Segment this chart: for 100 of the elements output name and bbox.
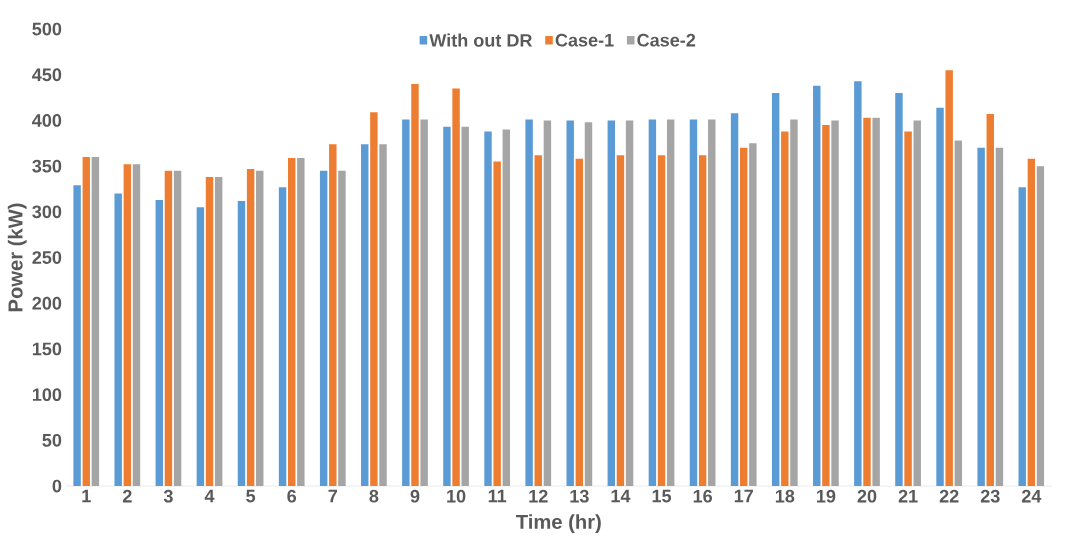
y-tick-label: 300: [32, 205, 62, 219]
bar: [287, 157, 296, 487]
bar: [666, 119, 675, 487]
bar: [954, 140, 963, 487]
x-tick-label: 7: [328, 489, 338, 503]
bar: [214, 177, 223, 487]
y-tick-label: 150: [32, 342, 62, 356]
bar: [246, 168, 255, 487]
legend-label: Case-2: [637, 33, 696, 47]
bar: [698, 155, 707, 487]
x-tick-label: 15: [652, 489, 672, 503]
x-tick-label: 3: [163, 489, 173, 503]
x-tick-label: 8: [369, 489, 379, 503]
x-tick-label: 21: [898, 489, 918, 503]
y-tick-label: 200: [32, 296, 62, 310]
x-tick-label: 14: [611, 489, 631, 503]
bar: [452, 88, 460, 487]
bar: [543, 120, 552, 487]
x-axis-title: Time (hr): [516, 514, 601, 534]
bar: [584, 122, 593, 487]
bar: [484, 131, 492, 487]
x-tick-label: 6: [287, 489, 297, 503]
bar: [831, 120, 839, 487]
bar: [749, 143, 757, 487]
x-tick-label: 5: [246, 489, 256, 503]
bar: [205, 177, 214, 487]
bar: [607, 120, 616, 487]
bar: [616, 155, 625, 487]
bar: [575, 158, 584, 487]
bar: [995, 147, 1004, 487]
bar: [525, 119, 533, 487]
x-tick-label: 20: [857, 489, 877, 503]
x-tick-label: 23: [980, 489, 1000, 503]
y-tick-label: 250: [32, 251, 62, 264]
bar: [854, 81, 862, 487]
y-tick-label: 500: [32, 22, 62, 36]
bar: [461, 126, 469, 487]
bar: [945, 70, 953, 487]
bar: [730, 113, 739, 487]
bar: [338, 170, 346, 487]
bar: [82, 157, 90, 487]
bar: [297, 157, 305, 487]
bar: [872, 117, 880, 487]
y-tick-label: 450: [32, 68, 62, 82]
bar: [502, 129, 511, 487]
x-tick-label: 12: [529, 489, 548, 503]
bar: [361, 144, 369, 487]
x-tick-label: 22: [939, 489, 959, 503]
bar: [790, 119, 798, 487]
bar: [895, 93, 903, 487]
bar: [370, 112, 378, 487]
x-tick-label: 11: [488, 489, 507, 503]
bar: [91, 157, 100, 487]
y-tick-label: 50: [42, 433, 62, 447]
bar: [625, 120, 634, 487]
legend-label: Case-1: [555, 33, 614, 47]
bar: [1027, 158, 1036, 487]
bar: [402, 119, 410, 487]
bar: [114, 193, 122, 487]
bar: [329, 144, 337, 487]
bar: [771, 93, 780, 487]
x-tick-label: 10: [447, 489, 466, 503]
bar: [708, 119, 716, 487]
bar: [132, 164, 141, 487]
y-tick-label: 400: [32, 114, 62, 127]
bar: [740, 147, 748, 487]
y-tick-label: 0: [52, 479, 62, 493]
bar: [411, 83, 419, 487]
x-tick-label: 4: [204, 489, 215, 503]
bar: [196, 207, 205, 487]
bar: [986, 114, 994, 487]
bar: [237, 200, 246, 487]
x-tick-label: 13: [570, 489, 589, 503]
bar: [566, 120, 574, 487]
x-tick-label: 19: [816, 489, 836, 503]
bar: [904, 131, 912, 487]
bar: [73, 185, 81, 487]
bar: [1018, 187, 1026, 487]
bar: [977, 147, 985, 487]
bar: [319, 170, 328, 487]
x-tick-label: 24: [1021, 489, 1042, 503]
bar: [863, 117, 871, 487]
bar: [256, 170, 264, 487]
x-tick-label: 17: [734, 489, 753, 503]
bar: [689, 119, 698, 487]
x-tick-label: 18: [775, 489, 795, 503]
y-tick-label: 100: [32, 388, 62, 402]
x-tick-label: 16: [693, 489, 713, 503]
bar: [443, 126, 451, 487]
bar: [155, 200, 164, 487]
bar: [657, 155, 666, 487]
bar: [173, 170, 182, 487]
y-tick-label: 350: [32, 159, 62, 173]
bar: [379, 144, 387, 487]
bar: [936, 107, 944, 487]
bar: [781, 131, 789, 487]
x-tick-label: 2: [122, 489, 132, 503]
bar: [534, 155, 542, 487]
legend-label: With out DR: [429, 33, 533, 47]
bar: [278, 187, 287, 487]
